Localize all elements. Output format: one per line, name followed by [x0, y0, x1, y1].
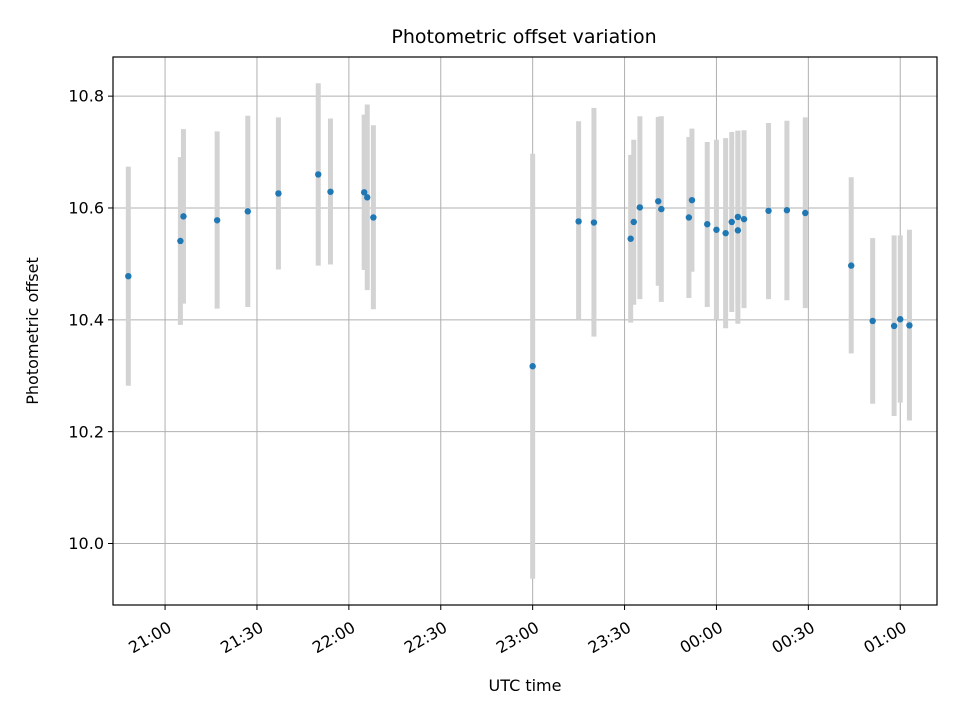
data-point — [244, 208, 251, 215]
data-point — [575, 218, 582, 225]
x-axis-label: UTC time — [489, 676, 562, 695]
data-point — [370, 214, 377, 221]
y-axis-ticks: 10.0 10.2 10.4 10.6 10.8 — [68, 87, 113, 553]
x-tick-label: 23:00 — [493, 618, 542, 658]
data-point — [783, 207, 791, 214]
data-point — [848, 262, 855, 269]
data-point — [327, 188, 334, 195]
data-point — [655, 198, 662, 205]
data-point — [734, 227, 742, 234]
data-point — [869, 317, 876, 325]
x-tick-label: 22:00 — [309, 618, 358, 658]
data-point — [658, 205, 665, 213]
x-tick-label: 01:00 — [860, 618, 909, 658]
data-point — [636, 204, 644, 211]
x-tick-label: 00:00 — [677, 618, 726, 658]
data-point — [740, 215, 748, 223]
data-point — [890, 322, 898, 330]
y-tick-label: 10.4 — [68, 310, 104, 329]
x-tick-label: 21:30 — [217, 618, 266, 658]
y-tick-label: 10.0 — [68, 534, 104, 553]
error-bars — [125, 83, 912, 579]
data-point — [213, 217, 221, 224]
chart-title: Photometric offset variation — [391, 26, 656, 48]
data-point — [704, 220, 711, 228]
data-point — [590, 219, 598, 226]
y-tick-label: 10.2 — [68, 422, 104, 441]
data-point — [177, 237, 184, 245]
data-point — [688, 196, 696, 204]
data-point — [802, 209, 809, 217]
data-point — [734, 213, 742, 221]
data-point — [713, 226, 720, 233]
data-point — [275, 190, 282, 197]
x-axis-ticks: 21:00 21:30 22:00 22:30 23:00 23:30 00:00 00:30… — [125, 605, 910, 657]
y-tick-label: 10.8 — [68, 87, 104, 106]
data-point — [125, 273, 132, 280]
data-point — [897, 316, 904, 323]
data-point — [685, 214, 693, 221]
x-tick-label: 22:30 — [401, 618, 450, 658]
data-point — [627, 235, 634, 242]
data-point — [906, 322, 913, 329]
x-tick-label: 00:30 — [769, 618, 818, 658]
data-point — [722, 229, 729, 237]
grid — [113, 57, 937, 605]
data-point — [728, 218, 735, 226]
data-point — [180, 213, 187, 220]
data-point — [630, 218, 637, 226]
data-point — [315, 171, 322, 178]
x-tick-label: 23:30 — [585, 618, 634, 658]
y-axis-label: Photometric offset — [23, 257, 42, 405]
y-tick-label: 10.6 — [68, 199, 104, 218]
data-point — [364, 194, 371, 201]
x-tick-label: 21:00 — [125, 618, 174, 658]
data-point — [529, 363, 536, 370]
data-point — [360, 189, 368, 196]
data-points — [125, 171, 913, 370]
data-point — [765, 207, 772, 214]
plot-frame — [112, 56, 938, 606]
